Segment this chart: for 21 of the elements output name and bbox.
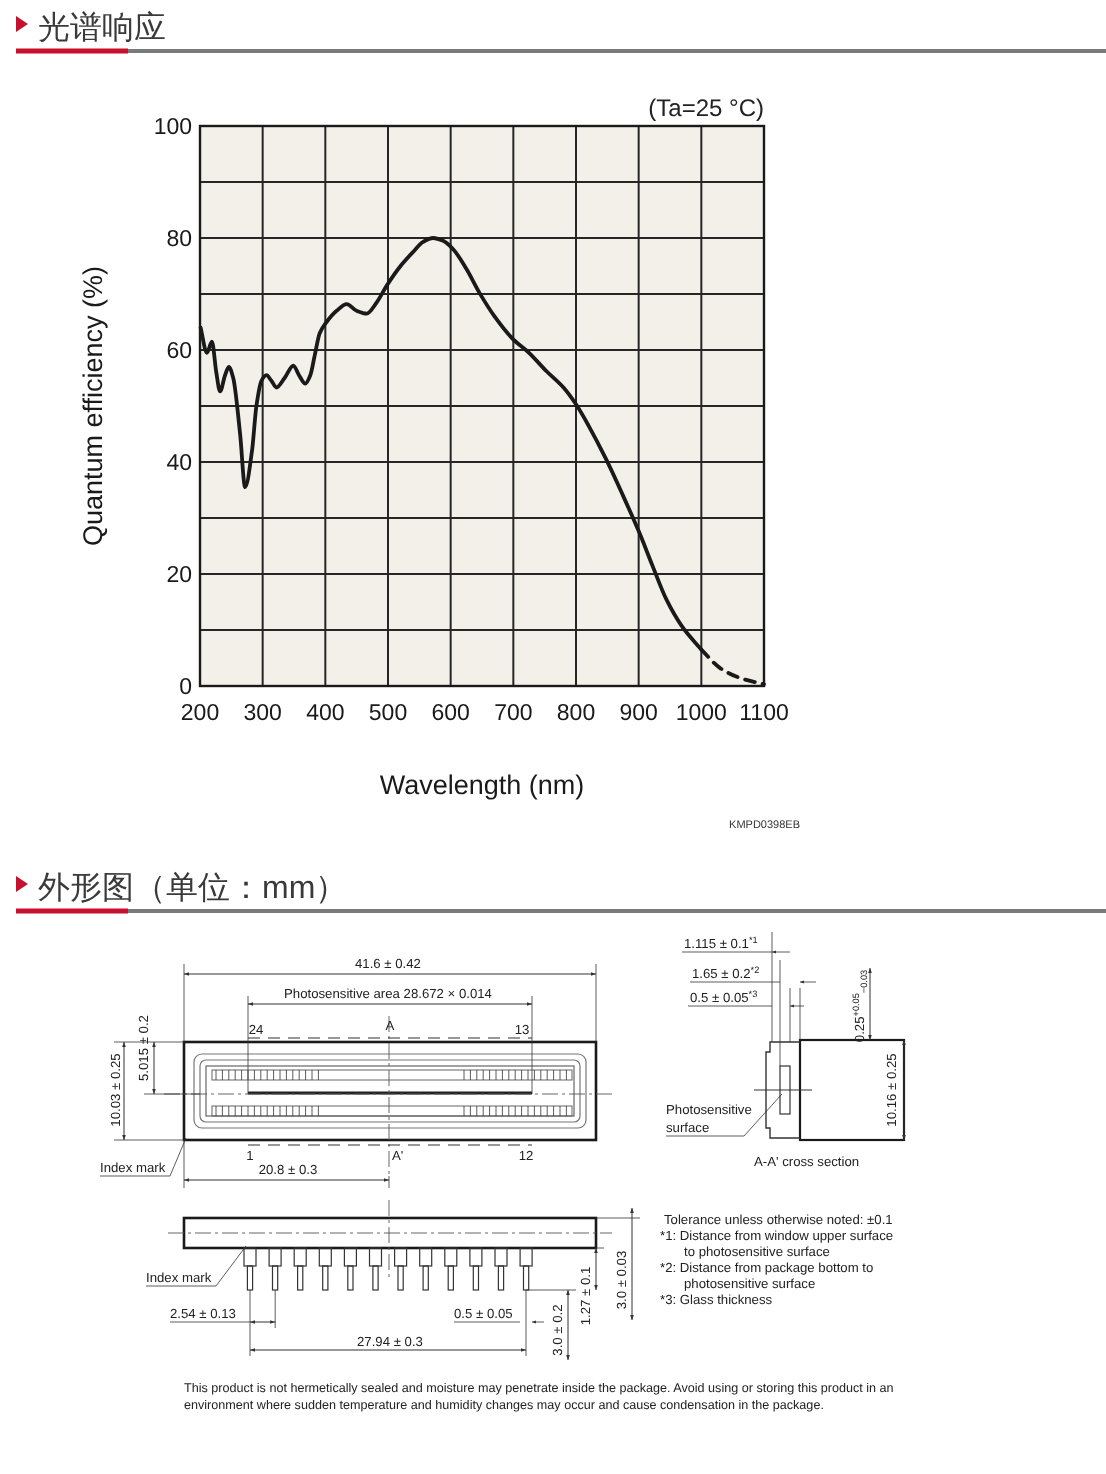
x-tick-label: 200 [180,702,220,726]
x-tick-label: 900 [619,702,658,726]
y-axis-title: Quantum efficiency (%) [78,265,108,547]
y-tick-label: 60 [166,340,192,364]
y-tick-label: 0 [179,676,192,700]
x-tick-label: 800 [556,702,596,726]
x-tick-label: 700 [494,702,533,726]
text: 外形图（单位：mm） [38,870,348,906]
x-tick-label: 600 [431,702,470,726]
y-tick-label: 100 [153,116,192,140]
x-tick-label: 400 [306,702,345,726]
y-tick-label: 40 [166,452,192,476]
x-tick-label: 300 [243,702,282,726]
y-tick-label: 20 [166,564,192,588]
text: (Ta=25 °C) [648,94,764,122]
x-tick-label: 500 [368,702,408,726]
x-tick-label: 1100 [739,702,789,726]
x-tick-label: 1000 [675,702,727,726]
chart-title: 光谱响应 [38,10,166,46]
y-tick-label: 80 [166,228,192,252]
x-axis-title: Wavelength (nm) [379,770,585,800]
